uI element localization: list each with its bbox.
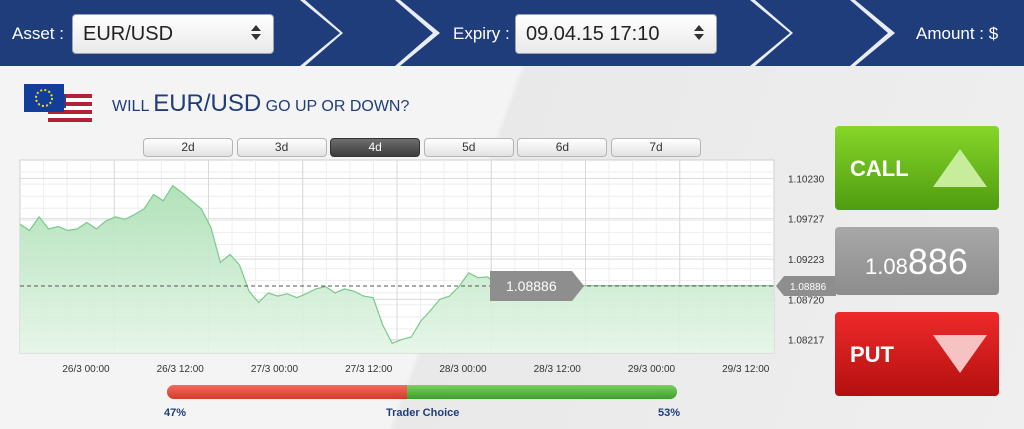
x-tick-label: 26/3 00:00 [62, 364, 110, 375]
price-chart: 1.08886 1.10230 1.09727 1.09223 1.08720 1.082… [19, 159, 836, 429]
call-button[interactable]: CALL [835, 126, 999, 210]
price-marker [490, 271, 584, 302]
price-prefix: 1.08 [865, 254, 908, 279]
call-button-label: CALL [850, 156, 909, 181]
question-prefix: WILL [112, 98, 154, 115]
y-tick-label: 1.10230 [788, 174, 825, 185]
select-arrows-icon [694, 25, 704, 41]
trading-panel: WILL EUR/USD GO UP OR DOWN? 2d 3d 4d 5d 6d 7d… [0, 66, 1024, 429]
expiry-label: Expiry : [453, 24, 510, 43]
trader-choice-put-percent: 47% [164, 407, 187, 419]
question-heading: WILL EUR/USD GO UP OR DOWN? [112, 90, 409, 118]
trader-choice-call-percent: 53% [658, 407, 681, 419]
arrow-down-icon [933, 335, 987, 373]
asset-label: Asset : [12, 24, 64, 43]
price-suffix: 886 [907, 241, 968, 282]
trader-choice-label: Trader Choice [386, 407, 460, 419]
price-chart-svg: 1.08886 1.10230 1.09727 1.09223 1.08720 1.082… [19, 159, 836, 375]
asset-select-value: EUR/USD [83, 23, 174, 45]
x-tick-label: 27/3 00:00 [251, 364, 299, 375]
y-tick-label: 1.08720 [788, 295, 825, 306]
x-tick-label: 28/3 12:00 [534, 364, 582, 375]
put-button[interactable]: PUT [835, 312, 999, 396]
topbar-chevrons [300, 0, 895, 66]
timeframe-tab-2d[interactable]: 2d [143, 138, 233, 157]
expiry-select-value: 09.04.15 17:10 [526, 23, 660, 45]
select-arrows-icon [251, 25, 261, 41]
y-tick-label: 1.09727 [788, 215, 825, 226]
timeframe-tab-7d[interactable]: 7d [611, 138, 701, 157]
price-marker-label: 1.08886 [506, 278, 557, 294]
question-suffix: GO UP OR DOWN? [261, 98, 410, 115]
put-button-label: PUT [850, 342, 894, 367]
expiry-select[interactable]: 09.04.15 17:10 [515, 14, 717, 54]
axis-price-tag-label: 1.08886 [790, 282, 827, 293]
current-price-display: 1.08886 [835, 227, 999, 295]
timeframe-tab-4d[interactable]: 4d [330, 138, 421, 157]
axis-price-tag [776, 276, 836, 297]
eur-usd-flag-icon [24, 84, 92, 122]
trader-choice-call-fill [406, 385, 677, 399]
x-tick-label: 29/3 12:00 [722, 364, 770, 375]
price-area-fill [20, 185, 774, 353]
y-tick-label: 1.08217 [788, 336, 825, 347]
x-tick-label: 26/3 12:00 [157, 364, 205, 375]
timeframe-tab-3d[interactable]: 3d [236, 138, 327, 157]
timeframe-tab-6d[interactable]: 6d [517, 138, 608, 157]
x-tick-label: 29/3 00:00 [628, 364, 676, 375]
trader-choice-bar [167, 385, 677, 399]
timeframe-tab-5d[interactable]: 5d [423, 138, 514, 157]
price-line [19, 184, 774, 345]
x-tick-label: 28/3 00:00 [439, 364, 487, 375]
y-tick-label: 1.09223 [788, 255, 825, 266]
asset-select[interactable]: EUR/USD [72, 14, 274, 54]
top-bar: Asset : EUR/USD Expiry : 09.04.15 17:10 … [0, 0, 1024, 66]
question-asset: EUR/USD [153, 90, 262, 117]
x-tick-label: 27/3 12:00 [345, 364, 393, 375]
amount-label: Amount : $ [916, 24, 999, 43]
arrow-up-icon [933, 149, 987, 187]
trader-choice-put-fill [167, 385, 407, 399]
